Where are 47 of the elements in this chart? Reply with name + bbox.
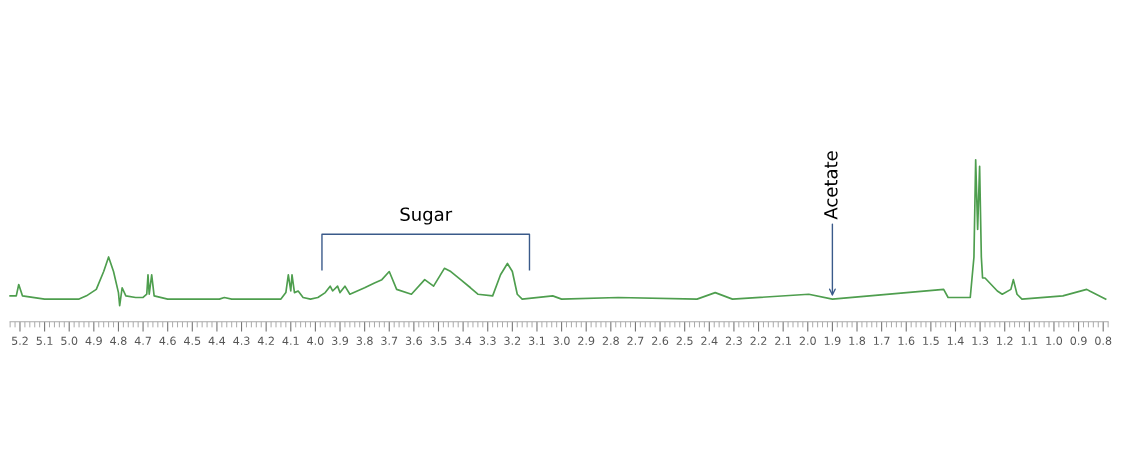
x-tick-label: 1.2 — [997, 336, 1013, 345]
x-tick-label: 2.1 — [775, 336, 791, 345]
x-tick-label: 1.3 — [972, 336, 989, 345]
x-tick-label: 3.7 — [381, 336, 398, 345]
x-tick-label: 4.0 — [307, 336, 324, 345]
annotation: Acetate — [824, 151, 838, 220]
x-tick-label: 3.4 — [455, 336, 472, 345]
x-tick-label: 0.9 — [1070, 336, 1087, 345]
x-tick-label: 3.8 — [356, 336, 373, 345]
x-tick-label: 4.6 — [159, 336, 176, 345]
x-tick-label: 3.9 — [332, 336, 349, 345]
x-tick-label: 1.7 — [874, 336, 890, 345]
x-tick-label: 5.2 — [12, 336, 28, 345]
x-tick-label: 2.8 — [602, 336, 619, 345]
x-tick-label: 1.4 — [947, 336, 964, 345]
x-tick-label: 3.5 — [430, 336, 447, 345]
x-tick-label: 2.3 — [725, 336, 742, 345]
x-tick-label: 4.9 — [85, 336, 102, 345]
x-tick-label: 4.4 — [208, 336, 226, 345]
x-tick-label: 1.1 — [1021, 336, 1038, 345]
x-tick-label: 2.5 — [676, 336, 693, 345]
x-tick-label: 4.8 — [110, 336, 127, 345]
x-tick-label: 3.3 — [479, 336, 496, 345]
x-tick-label: 4.1 — [282, 336, 299, 345]
x-tick-label: 2.9 — [578, 336, 595, 345]
x-tick-label: 1.8 — [849, 336, 866, 345]
x-tick-label: 3.6 — [405, 336, 423, 345]
x-tick-label: 4.3 — [233, 336, 250, 345]
x-tick-label: 3.0 — [553, 336, 570, 345]
x-tick-label: 2.4 — [701, 336, 718, 345]
x-tick-label: 0.8 — [1095, 336, 1112, 345]
x-tick-label: 4.2 — [257, 336, 274, 345]
x-tick-label: 1.6 — [898, 336, 915, 345]
x-tick-label: 5.1 — [36, 336, 53, 345]
x-tick-label: 2.7 — [627, 336, 644, 345]
x-tick-label: 3.1 — [528, 336, 545, 345]
x-tick-label: 2.6 — [652, 336, 669, 345]
x-tick-label: 2.0 — [799, 336, 816, 345]
x-tick-label: 4.5 — [184, 336, 201, 345]
x-tick-label: 2.2 — [750, 336, 767, 345]
x-tick-label: 1.0 — [1046, 336, 1063, 345]
x-tick-label: 1.9 — [824, 336, 841, 345]
annotation: Sugar — [400, 207, 453, 225]
x-tick-label: 1.5 — [923, 336, 939, 345]
x-tick-label: 4.7 — [134, 336, 151, 345]
x-tick-label: 3.2 — [504, 336, 521, 345]
x-tick-label: 5.0 — [61, 336, 78, 345]
